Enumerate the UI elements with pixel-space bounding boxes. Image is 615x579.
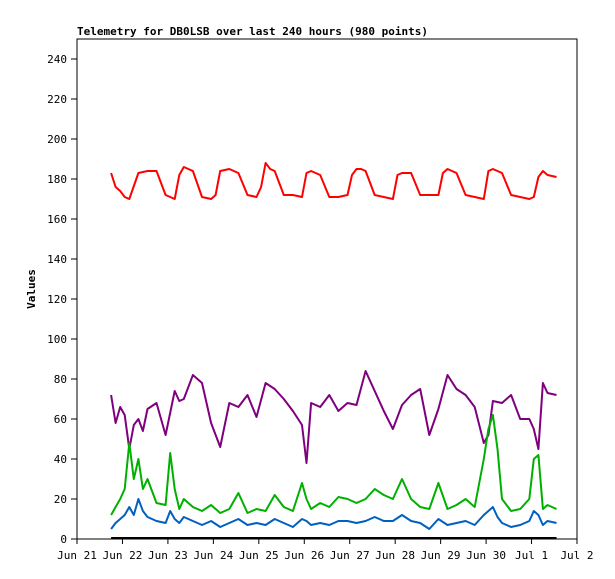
x-tick-label: Jul 2 bbox=[560, 549, 593, 562]
x-tick-label: Jun 29 bbox=[421, 549, 461, 562]
y-tick-label: 80 bbox=[54, 373, 67, 386]
y-tick-label: 220 bbox=[47, 93, 67, 106]
series-line-4 bbox=[110, 498, 557, 530]
x-axis: Jun 21 Jun 22 Jun 23 Jun 24 Jun 25 Jun 26 Jun … bbox=[57, 539, 594, 562]
x-tick-label: Jun 23 bbox=[148, 549, 188, 562]
x-tick-label: Jun 28 bbox=[375, 549, 415, 562]
y-tick-label: 0 bbox=[60, 533, 67, 546]
y-tick-label: 180 bbox=[47, 173, 67, 186]
x-tick-label: Jun 26 bbox=[284, 549, 324, 562]
x-tick-label: Jun 30 bbox=[466, 549, 506, 562]
plot-frame bbox=[76, 38, 578, 540]
series-line-3 bbox=[110, 414, 557, 516]
series-line-2 bbox=[110, 370, 557, 464]
x-tick-label: Jul 1 bbox=[515, 549, 548, 562]
series-line-1 bbox=[110, 162, 557, 200]
x-tick-label: Jun 27 bbox=[330, 549, 370, 562]
y-tick-label: 160 bbox=[47, 213, 67, 226]
y-tick-label: 240 bbox=[47, 53, 67, 66]
y-axis-label: Values bbox=[25, 269, 38, 309]
y-tick-label: 100 bbox=[47, 333, 67, 346]
y-axis: 0 20 40 60 80 100 120 140 160 180 200 220 240 bbox=[47, 53, 77, 546]
y-tick-label: 20 bbox=[54, 493, 67, 506]
series-group bbox=[110, 162, 557, 530]
y-tick-label: 60 bbox=[54, 413, 67, 426]
x-tick-label: Jun 24 bbox=[193, 549, 233, 562]
x-tick-label: Jun 21 bbox=[57, 549, 97, 562]
y-tick-label: 200 bbox=[47, 133, 67, 146]
y-tick-label: 120 bbox=[47, 293, 67, 306]
chart-title: Telemetry for DB0LSB over last 240 hours… bbox=[77, 25, 428, 38]
x-tick-label: Jun 22 bbox=[103, 549, 143, 562]
x-tick-label: Jun 25 bbox=[239, 549, 279, 562]
y-tick-label: 140 bbox=[47, 253, 67, 266]
y-tick-label: 40 bbox=[54, 453, 67, 466]
